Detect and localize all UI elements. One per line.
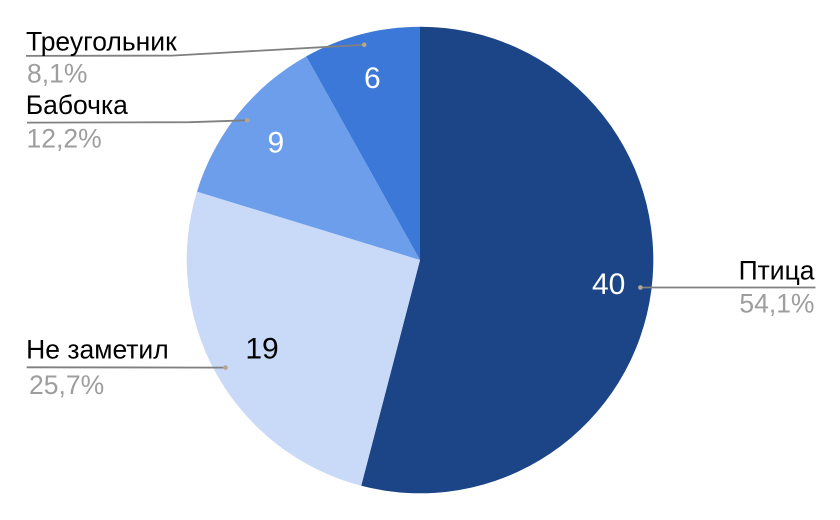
svg-text:12,2%: 12,2%	[27, 124, 102, 154]
svg-text:6: 6	[364, 62, 381, 95]
svg-text:40: 40	[592, 268, 625, 301]
svg-text:9: 9	[267, 127, 284, 160]
svg-text:25,7%: 25,7%	[29, 370, 104, 400]
svg-text:8,1%: 8,1%	[27, 59, 87, 89]
svg-text:Птица: Птица	[739, 256, 815, 286]
svg-text:Не заметил: Не заметил	[26, 335, 169, 365]
svg-text:54,1%: 54,1%	[739, 289, 814, 319]
svg-text:19: 19	[245, 333, 278, 366]
svg-text:Бабочка: Бабочка	[26, 90, 128, 120]
svg-text:Треугольник: Треугольник	[26, 27, 177, 57]
